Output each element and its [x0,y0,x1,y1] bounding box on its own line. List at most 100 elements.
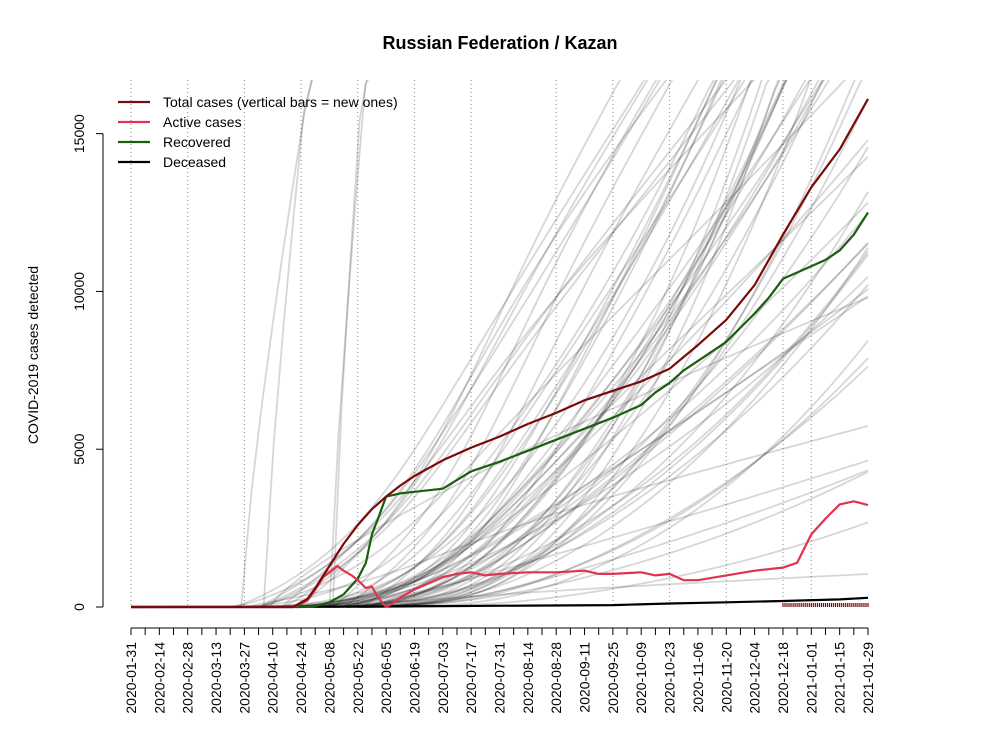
x-tick-label: 2020-04-24 [293,642,309,714]
background-curve [356,80,770,608]
series-lines [130,98,869,609]
background-country-curves [230,80,869,608]
background-curve [245,425,869,608]
background-curve [309,80,781,608]
y-axis-label: COVID-2019 cases detected [25,266,41,444]
x-tick-label: 2020-05-22 [350,642,366,714]
y-tick-label: 5000 [71,433,87,464]
background-curve [261,80,736,608]
x-tick-label: 2020-12-18 [775,642,791,714]
background-curve [258,80,728,608]
background-curve [360,365,869,608]
background-curve [327,247,869,608]
background-curve [282,80,649,608]
background-curve [371,80,812,608]
background-curve [290,288,869,608]
x-tick-label: 2020-09-25 [605,642,621,714]
background-curve [358,469,869,608]
background-curve [328,80,370,608]
background-curve [332,80,788,608]
y-tick-label: 0 [71,603,87,611]
y-tick-label: 10000 [71,272,87,311]
background-curve [310,80,746,608]
x-tick-label: 2020-11-06 [690,642,706,713]
background-curve [297,80,622,608]
background-curve [277,80,820,608]
background-curve [359,80,718,608]
x-tick-label: 2020-08-28 [548,642,564,714]
x-tick-label: 2020-06-19 [406,642,422,714]
background-curve [241,146,869,608]
x-tick-label: 2020-12-04 [747,642,763,714]
x-tick-label: 2020-11-20 [718,642,734,713]
background-curve [368,340,869,608]
x-tick-label: 2020-07-17 [463,642,479,714]
background-curve [281,80,668,608]
x-tick-label: 2020-02-14 [151,642,167,714]
background-curve [289,459,869,608]
background-curve [287,80,725,608]
background-curve [317,254,869,608]
x-tick-label: 2020-03-13 [208,642,224,714]
background-curve [243,251,869,608]
background-curve [363,98,869,608]
background-curve [338,80,863,608]
background-curve [274,573,869,608]
background-curve [247,276,869,608]
background-curve [325,241,869,608]
legend-label: Active cases [163,114,242,130]
background-curve [230,80,661,608]
background-curve [240,80,314,608]
background-curve [324,80,723,608]
background-curve [235,80,742,608]
x-tick-label: 2020-10-09 [633,642,649,714]
background-curve [365,80,754,608]
x-tick-label: 2020-07-03 [435,642,451,714]
x-tick-label: 2020-02-28 [180,642,196,714]
background-curve [331,80,368,608]
background-curve [304,80,807,608]
background-curve [232,80,646,608]
x-tick-label: 2020-08-14 [520,642,536,714]
background-curve [348,155,869,608]
series-line [131,98,869,609]
x-tick-label: 2020-06-05 [378,642,394,714]
chart-title: Russian Federation / Kazan [382,33,617,53]
background-curve [268,296,869,608]
background-curve [342,80,674,608]
background-curve [309,80,825,608]
y-tick-label: 15000 [71,114,87,153]
background-curve [346,80,763,608]
background-curve [320,80,826,608]
background-curve [337,80,824,608]
x-tick-label: 2020-09-11 [577,642,593,713]
x-tick-label: 2020-10-23 [662,642,678,714]
legend-label: Deceased [163,154,226,170]
background-curve [345,243,869,608]
x-tick-label: 2021-01-01 [803,642,819,714]
background-curve [287,201,869,608]
x-tick-label: 2021-01-29 [860,642,876,714]
legend-label: Total cases (vertical bars = new ones) [163,94,398,110]
background-curve [343,80,786,608]
background-curve [230,80,715,608]
background-curve [355,80,780,608]
background-curve [290,80,788,608]
background-curve [333,80,719,608]
background-curve [299,80,752,608]
background-curve [333,80,658,608]
series-line [130,596,869,609]
background-curve [256,80,847,608]
background-curve [358,80,856,608]
x-tick-label: 2020-01-31 [123,642,139,714]
legend: Total cases (vertical bars = new ones) Ac… [118,94,398,170]
x-tick-label: 2020-07-31 [492,642,508,714]
x-tick-label: 2020-04-10 [265,642,281,714]
background-curve [290,191,869,608]
series-line [131,500,869,609]
background-curve [333,80,811,608]
background-curve [262,80,313,608]
axes: 0 5000 10000 15000 2020-01-31 2020-02-14 2020-… [71,114,876,714]
x-tick-label: 2020-03-27 [236,642,252,714]
